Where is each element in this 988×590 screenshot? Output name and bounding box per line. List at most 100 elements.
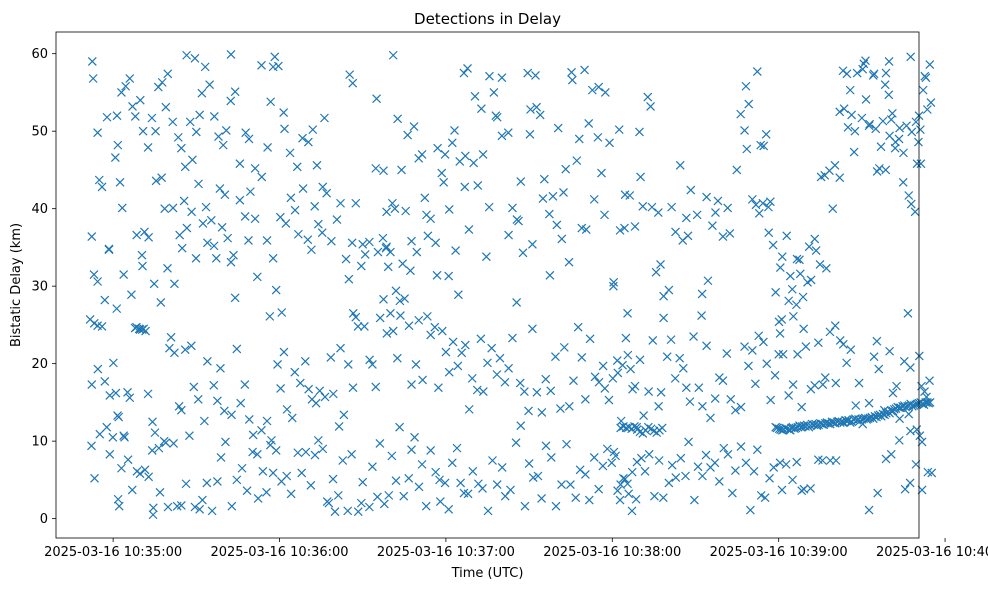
data-point (670, 373, 680, 383)
data-point (87, 441, 96, 451)
data-point (692, 210, 702, 220)
data-point (722, 349, 732, 359)
data-point (557, 480, 566, 489)
data-point (768, 240, 778, 250)
data-point (605, 138, 614, 148)
data-point (656, 387, 666, 397)
data-point (138, 261, 147, 271)
data-point (328, 474, 338, 484)
data-point (197, 495, 207, 505)
data-point (440, 150, 450, 159)
data-point (395, 422, 405, 432)
data-point (114, 412, 124, 422)
data-point (460, 151, 470, 161)
data-point (478, 387, 488, 396)
data-point (387, 451, 397, 461)
data-point (300, 356, 310, 366)
data-point (197, 88, 207, 98)
data-point (880, 80, 890, 90)
x-tick-label: 2025-03-16 10:38:00 (543, 545, 681, 560)
data-point (915, 431, 925, 441)
data-point (723, 449, 733, 459)
data-point (379, 499, 389, 509)
data-point (383, 262, 393, 272)
data-point (730, 405, 740, 415)
data-point (156, 298, 166, 307)
data-point (339, 410, 349, 420)
data-point (508, 333, 517, 343)
data-point (451, 246, 461, 255)
data-point (347, 449, 357, 459)
data-point (638, 201, 648, 211)
data-point (506, 485, 515, 495)
data-point (202, 478, 212, 488)
data-point (382, 329, 392, 338)
data-point (240, 211, 250, 221)
data-point (532, 102, 542, 112)
x-tick-label: 2025-03-16 10:37:00 (377, 545, 515, 560)
data-point (273, 360, 282, 369)
data-point (793, 349, 802, 359)
data-point (830, 321, 840, 331)
data-point (476, 334, 486, 344)
y-tick-label: 0 (40, 512, 48, 527)
data-point (762, 359, 772, 369)
data-point (100, 295, 110, 305)
data-point (580, 470, 590, 479)
data-point (168, 203, 178, 213)
data-point (681, 471, 690, 481)
data-point (216, 452, 226, 462)
data-point (163, 263, 172, 273)
data-point (285, 148, 295, 158)
data-point (216, 363, 225, 373)
data-point (271, 285, 281, 295)
data-point (741, 458, 751, 468)
data-point (473, 181, 483, 190)
data-point (266, 97, 276, 107)
data-point (467, 373, 477, 383)
data-point (324, 498, 334, 508)
data-point (609, 277, 619, 287)
data-point (803, 277, 812, 287)
data-point (888, 388, 898, 398)
data-point (551, 501, 561, 511)
data-point (212, 477, 222, 486)
data-point (88, 74, 98, 83)
data-point (589, 194, 599, 204)
data-point (245, 187, 255, 197)
data-point (511, 438, 521, 448)
data-point (678, 363, 688, 373)
data-point (410, 432, 419, 442)
data-point (100, 377, 110, 386)
data-point (244, 236, 253, 245)
data-point (257, 172, 267, 182)
data-point (202, 356, 212, 366)
data-point (287, 413, 297, 423)
data-point (572, 156, 582, 166)
data-point (125, 74, 135, 83)
data-point (484, 202, 494, 212)
data-point (166, 332, 176, 342)
data-point (108, 432, 118, 442)
data-point (747, 346, 757, 355)
data-point (390, 204, 400, 214)
data-point (268, 468, 278, 478)
data-point (437, 326, 447, 336)
data-point (799, 421, 809, 431)
data-point (265, 311, 275, 321)
data-point (441, 347, 451, 357)
data-point (693, 462, 703, 472)
data-point (359, 322, 369, 331)
data-point (464, 404, 474, 414)
data-point (110, 153, 120, 162)
data-point (873, 488, 883, 498)
data-point (711, 208, 720, 217)
data-point (516, 177, 526, 186)
data-point (252, 272, 262, 282)
data-point (194, 179, 203, 189)
data-point (854, 378, 864, 388)
data-point (336, 198, 345, 208)
data-point (338, 456, 348, 465)
data-point (372, 492, 382, 502)
data-point (775, 263, 785, 272)
